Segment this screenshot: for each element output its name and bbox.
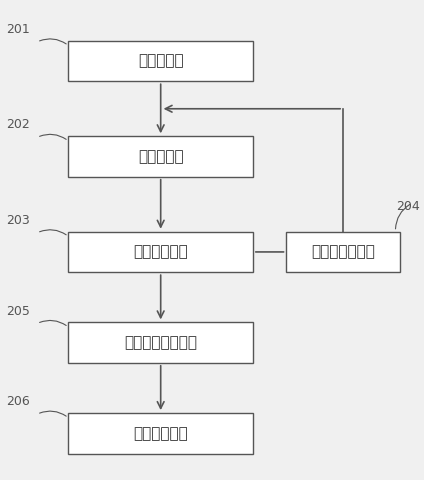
FancyBboxPatch shape — [68, 136, 253, 177]
Text: 206: 206 — [6, 395, 30, 408]
Text: 测试视认距离: 测试视认距离 — [133, 244, 188, 259]
FancyBboxPatch shape — [68, 413, 253, 454]
Text: 205: 205 — [6, 304, 30, 318]
FancyBboxPatch shape — [68, 323, 253, 363]
FancyBboxPatch shape — [68, 232, 253, 272]
Text: 设置目标物: 设置目标物 — [138, 149, 184, 164]
Text: 203: 203 — [6, 214, 30, 227]
Text: 201: 201 — [6, 23, 30, 36]
Text: 求出最小亮度: 求出最小亮度 — [133, 426, 188, 441]
FancyBboxPatch shape — [287, 232, 400, 272]
Text: 202: 202 — [6, 119, 30, 132]
Text: 设定光环境: 设定光环境 — [138, 54, 184, 69]
Text: 拟合关系模型公式: 拟合关系模型公式 — [124, 335, 197, 350]
FancyBboxPatch shape — [68, 41, 253, 81]
Text: 204: 204 — [396, 200, 420, 213]
Text: 重新设置光环境: 重新设置光环境 — [311, 244, 375, 259]
